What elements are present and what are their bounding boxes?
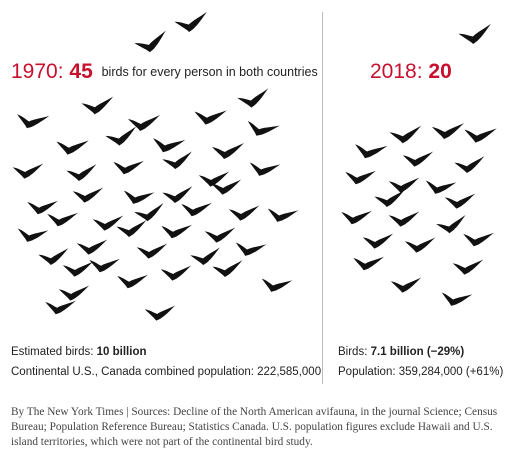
bird-icon-2018-6 bbox=[402, 151, 434, 167]
bird-icon-1970-31 bbox=[76, 239, 108, 255]
bird-icon-2018-2 bbox=[389, 125, 423, 145]
bird-icon-1970-45 bbox=[58, 285, 90, 301]
estimated-birds-1970: Estimated birds: 10 billion bbox=[11, 345, 147, 359]
bird-icon-1970-21 bbox=[121, 186, 155, 208]
bird-icon-1970-9 bbox=[104, 126, 139, 148]
bird-icon-2018-7 bbox=[454, 156, 486, 174]
bird-icon-1970-39 bbox=[233, 238, 267, 260]
bird-icon-1970-38 bbox=[189, 247, 222, 267]
bird-icon-1970-29 bbox=[265, 204, 299, 226]
bird-icon-2018-10 bbox=[423, 176, 457, 198]
estimated-birds-value-1970: 10 billion bbox=[96, 346, 147, 358]
estimated-birds-value-2018: 7.1 billion (−29%) bbox=[370, 346, 465, 358]
bird-icon-1970-26 bbox=[133, 202, 167, 224]
estimated-birds-label-2018: Birds: bbox=[338, 346, 368, 358]
headline-2018: 2018: 20 bbox=[370, 60, 452, 84]
bird-icon-1970-44 bbox=[259, 274, 293, 296]
bird-icon-2018-18 bbox=[404, 237, 436, 253]
bird-icon-2018-9 bbox=[388, 177, 420, 193]
bird-icon-1970-30 bbox=[15, 224, 49, 246]
bird-icon-2018-21 bbox=[390, 277, 422, 293]
panel-divider bbox=[322, 12, 323, 384]
bird-icon-1970-27 bbox=[180, 200, 212, 218]
year-label-2018: 2018: bbox=[370, 60, 423, 83]
bird-icon-1970-47 bbox=[144, 305, 176, 321]
bird-icon-2018-8 bbox=[344, 168, 376, 186]
bird-icon-2018-16 bbox=[362, 233, 394, 249]
bird-icon-1970-16 bbox=[161, 151, 194, 171]
bird-icon-1970-42 bbox=[160, 265, 192, 281]
bird-icon-1970-19 bbox=[26, 198, 58, 216]
bird-icon-1970-36 bbox=[88, 256, 120, 274]
bird-icon-1970-2 bbox=[133, 30, 171, 56]
bird-icon-1970-24 bbox=[46, 210, 78, 228]
bird-icon-1970-22 bbox=[162, 186, 194, 204]
bird-icon-2018-17 bbox=[462, 230, 494, 248]
bird-icon-1970-37 bbox=[136, 243, 168, 259]
bird-icon-2018-19 bbox=[352, 254, 384, 272]
bird-icon-1970-34 bbox=[204, 227, 236, 243]
bird-icon-1970-15 bbox=[112, 158, 144, 176]
bird-icon-1970-18 bbox=[247, 158, 281, 180]
bird-icon-2018-12 bbox=[444, 193, 476, 209]
bird-icon-2018-15 bbox=[435, 214, 469, 236]
bird-icon-1970-7 bbox=[236, 88, 271, 110]
bird-icon-1970-33 bbox=[160, 222, 192, 240]
bird-icon-1970-41 bbox=[116, 272, 148, 290]
bird-icon-1970-4 bbox=[81, 96, 115, 116]
bird-icon-2018-20 bbox=[452, 259, 484, 275]
bird-icon-1970-11 bbox=[212, 143, 244, 159]
bird-icon-1970-3 bbox=[15, 110, 50, 132]
bird-icon-1970-5 bbox=[128, 115, 160, 131]
bird-icon-1970-46 bbox=[44, 298, 76, 316]
estimated-birds-label-1970: Estimated birds: bbox=[11, 346, 94, 358]
birds-1970-group bbox=[12, 11, 299, 321]
headline-1970: 1970: 45 birds for every person in both … bbox=[11, 60, 318, 84]
bird-icon-1970-10 bbox=[151, 134, 186, 156]
bird-icon-1970-14 bbox=[66, 164, 98, 182]
bird-icon-1970-32 bbox=[116, 220, 148, 238]
bird-icon-1970-20 bbox=[72, 187, 104, 203]
source-note: By The New York Times | Sources: Decline… bbox=[11, 406, 498, 448]
bird-icon-2018-11 bbox=[374, 190, 406, 208]
bird-icon-2018-1 bbox=[457, 23, 494, 47]
birds-per-person-1970: 45 bbox=[69, 60, 93, 83]
birds-per-person-2018: 20 bbox=[428, 60, 452, 83]
estimated-birds-2018: Birds: 7.1 billion (−29%) bbox=[338, 345, 464, 359]
bird-icon-1970-6 bbox=[193, 107, 227, 127]
bird-icon-2018-4 bbox=[463, 125, 497, 145]
bird-icon-2018-13 bbox=[340, 208, 372, 226]
bird-icon-1970-40 bbox=[62, 261, 94, 277]
bird-icon-1970-28 bbox=[228, 205, 260, 221]
bird-icon-1970-13 bbox=[12, 163, 44, 179]
bird-icon-1970-1 bbox=[173, 11, 210, 35]
bird-icon-2018-3 bbox=[432, 123, 464, 139]
bird-icon-1970-35 bbox=[38, 248, 70, 266]
bird-icon-2018-22 bbox=[439, 288, 473, 310]
bird-icon-2018-14 bbox=[388, 211, 420, 227]
bird-icon-1970-8 bbox=[55, 137, 89, 157]
headline-description-1970: birds for every person in both countries bbox=[101, 65, 318, 79]
year-label-1970: 1970: bbox=[11, 60, 64, 83]
bird-icon-2018-5 bbox=[353, 140, 388, 162]
population-1970: Continental U.S., Canada combined popula… bbox=[11, 366, 322, 378]
bird-icon-1970-12 bbox=[244, 117, 280, 141]
bird-icon-1970-43 bbox=[212, 260, 244, 278]
population-2018: Population: 359,284,000 (+61%) bbox=[338, 366, 504, 378]
